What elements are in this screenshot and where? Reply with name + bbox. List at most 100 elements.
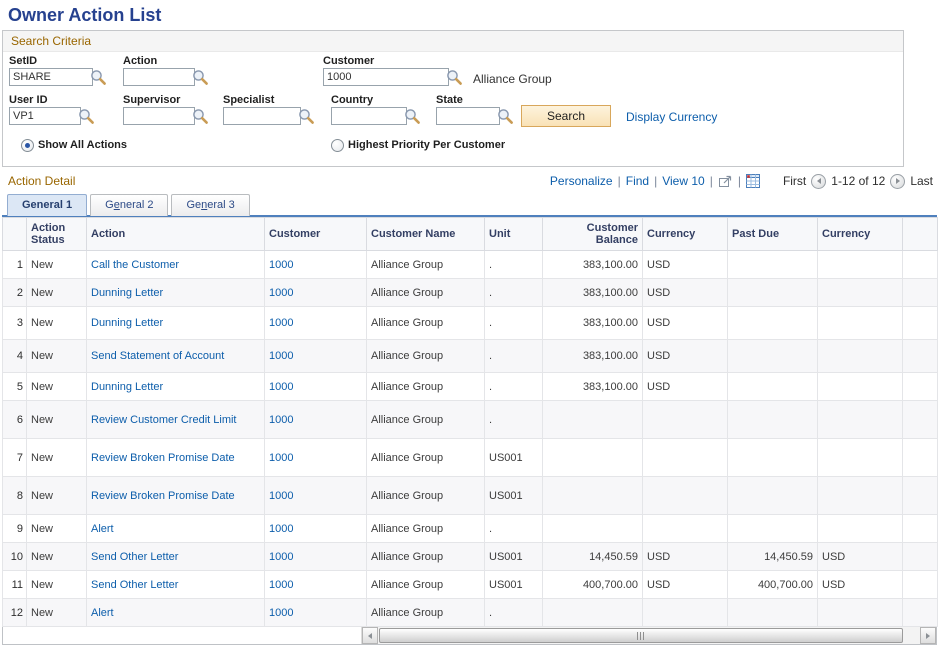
row-number: 8 [2, 476, 27, 515]
unit: . [484, 278, 543, 307]
customer-balance: 400,700.00 [542, 570, 643, 599]
action-input[interactable] [123, 68, 195, 86]
action-link[interactable]: Alert [91, 522, 114, 535]
customer-name: Alliance Group [366, 476, 485, 515]
zoom-window-icon[interactable] [718, 174, 733, 188]
customer-link[interactable]: 1000 [269, 578, 294, 591]
currency: USD [642, 570, 728, 599]
action-link[interactable]: Send Other Letter [91, 550, 179, 563]
action-link[interactable]: Review Customer Credit Limit [91, 413, 237, 426]
row-spacer [902, 400, 938, 439]
search-button[interactable]: Search [521, 105, 611, 127]
customer-link[interactable]: 1000 [269, 380, 294, 393]
display-currency-link[interactable]: Display Currency [626, 110, 718, 124]
next-page-button[interactable] [890, 173, 906, 189]
customer-link-cell: 1000 [264, 339, 367, 373]
customer-link[interactable]: 1000 [269, 413, 294, 426]
customer-link[interactable]: 1000 [269, 522, 294, 535]
currency: USD [642, 339, 728, 373]
state-lookup-icon[interactable] [497, 108, 514, 125]
customer-name-text: Alliance Group [473, 72, 552, 86]
specialist-lookup-icon[interactable] [298, 108, 315, 125]
show-all-actions-radio[interactable] [21, 139, 34, 152]
userid-lookup-icon[interactable] [78, 108, 95, 125]
past-due-currency [817, 514, 903, 543]
view-10-link[interactable]: View 10 [662, 174, 705, 188]
country-lookup-icon[interactable] [404, 108, 421, 125]
customer-link[interactable]: 1000 [269, 451, 294, 464]
customer-link-cell: 1000 [264, 306, 367, 340]
customer-link-cell: 1000 [264, 372, 367, 401]
action-link[interactable]: Dunning Letter [91, 317, 164, 329]
customer-input[interactable] [323, 68, 449, 86]
action-link-cell: Dunning Letter [86, 372, 265, 401]
scroll-left-button[interactable] [362, 627, 378, 644]
past-due-currency [817, 438, 903, 477]
customer-link[interactable]: 1000 [269, 350, 294, 362]
currency: USD [642, 306, 728, 340]
unit: . [484, 400, 543, 439]
userid-input[interactable] [9, 107, 81, 125]
currency [642, 476, 728, 515]
past-due-currency [817, 278, 903, 307]
state-input[interactable] [436, 107, 500, 125]
action-link[interactable]: Review Broken Promise Date [91, 451, 235, 464]
row-spacer [902, 250, 938, 279]
action-status: New [26, 306, 87, 340]
previous-page-button[interactable] [811, 173, 827, 189]
supervisor-input[interactable] [123, 107, 195, 125]
action-link[interactable]: Dunning Letter [91, 380, 164, 393]
scrollbar-grip-icon [636, 631, 646, 640]
customer-balance: 383,100.00 [542, 306, 643, 340]
table-row: 4 New Send Statement of Account 1000 Allianc… [2, 339, 938, 373]
table-row: 7 New Review Broken Promise Date 1000 Allian… [2, 438, 938, 477]
download-grid-icon[interactable] [745, 174, 760, 188]
find-link[interactable]: Find [625, 174, 650, 188]
customer-link[interactable]: 1000 [269, 489, 294, 502]
left-arrow-icon [816, 178, 821, 184]
customer-link[interactable]: 1000 [269, 550, 294, 563]
currency: USD [642, 278, 728, 307]
row-number: 12 [2, 598, 27, 627]
action-link[interactable]: Send Statement of Account [91, 350, 225, 362]
action-link[interactable]: Review Broken Promise Date [91, 489, 235, 502]
action-link-cell: Send Statement of Account [86, 339, 265, 373]
column-header-customer-balance: Customer Balance [542, 217, 643, 251]
action-link[interactable]: Call the Customer [91, 258, 180, 271]
customer-link[interactable]: 1000 [269, 606, 294, 619]
customer-link[interactable]: 1000 [269, 258, 294, 271]
setid-input[interactable] [9, 68, 93, 86]
action-link[interactable]: Send Other Letter [91, 578, 179, 591]
column-header-spacer [2, 217, 27, 251]
tab-general-1[interactable]: General 1 [7, 194, 88, 216]
customer-link[interactable]: 1000 [269, 317, 294, 329]
personalize-link[interactable]: Personalize [549, 174, 613, 188]
setid-lookup-icon[interactable] [90, 69, 107, 86]
scrollbar-track[interactable] [378, 627, 920, 644]
customer-lookup-icon[interactable] [446, 69, 463, 86]
past-due-currency [817, 400, 903, 439]
action-link[interactable]: Dunning Letter [91, 286, 164, 299]
highest-priority-radio[interactable] [331, 139, 344, 152]
column-header-action-status: Action Status [26, 217, 87, 251]
customer-link[interactable]: 1000 [269, 286, 294, 299]
action-link[interactable]: Alert [91, 606, 114, 619]
tab-general-2[interactable]: General 2 [90, 194, 169, 216]
country-input[interactable] [331, 107, 407, 125]
page-title: Owner Action List [8, 5, 162, 25]
customer-balance [542, 514, 643, 543]
specialist-input[interactable] [223, 107, 301, 125]
customer-link-cell: 1000 [264, 400, 367, 439]
action-lookup-icon[interactable] [192, 69, 209, 86]
row-spacer [902, 598, 938, 627]
scrollbar-thumb[interactable] [379, 628, 903, 643]
scroll-right-button[interactable] [920, 627, 936, 644]
action-status: New [26, 570, 87, 599]
horizontal-scrollbar[interactable] [361, 627, 936, 644]
supervisor-lookup-icon[interactable] [192, 108, 209, 125]
unit: . [484, 250, 543, 279]
customer-balance: 383,100.00 [542, 372, 643, 401]
tab-general-3[interactable]: General 3 [171, 194, 250, 216]
row-spacer [902, 306, 938, 340]
country-label: Country [331, 94, 374, 106]
